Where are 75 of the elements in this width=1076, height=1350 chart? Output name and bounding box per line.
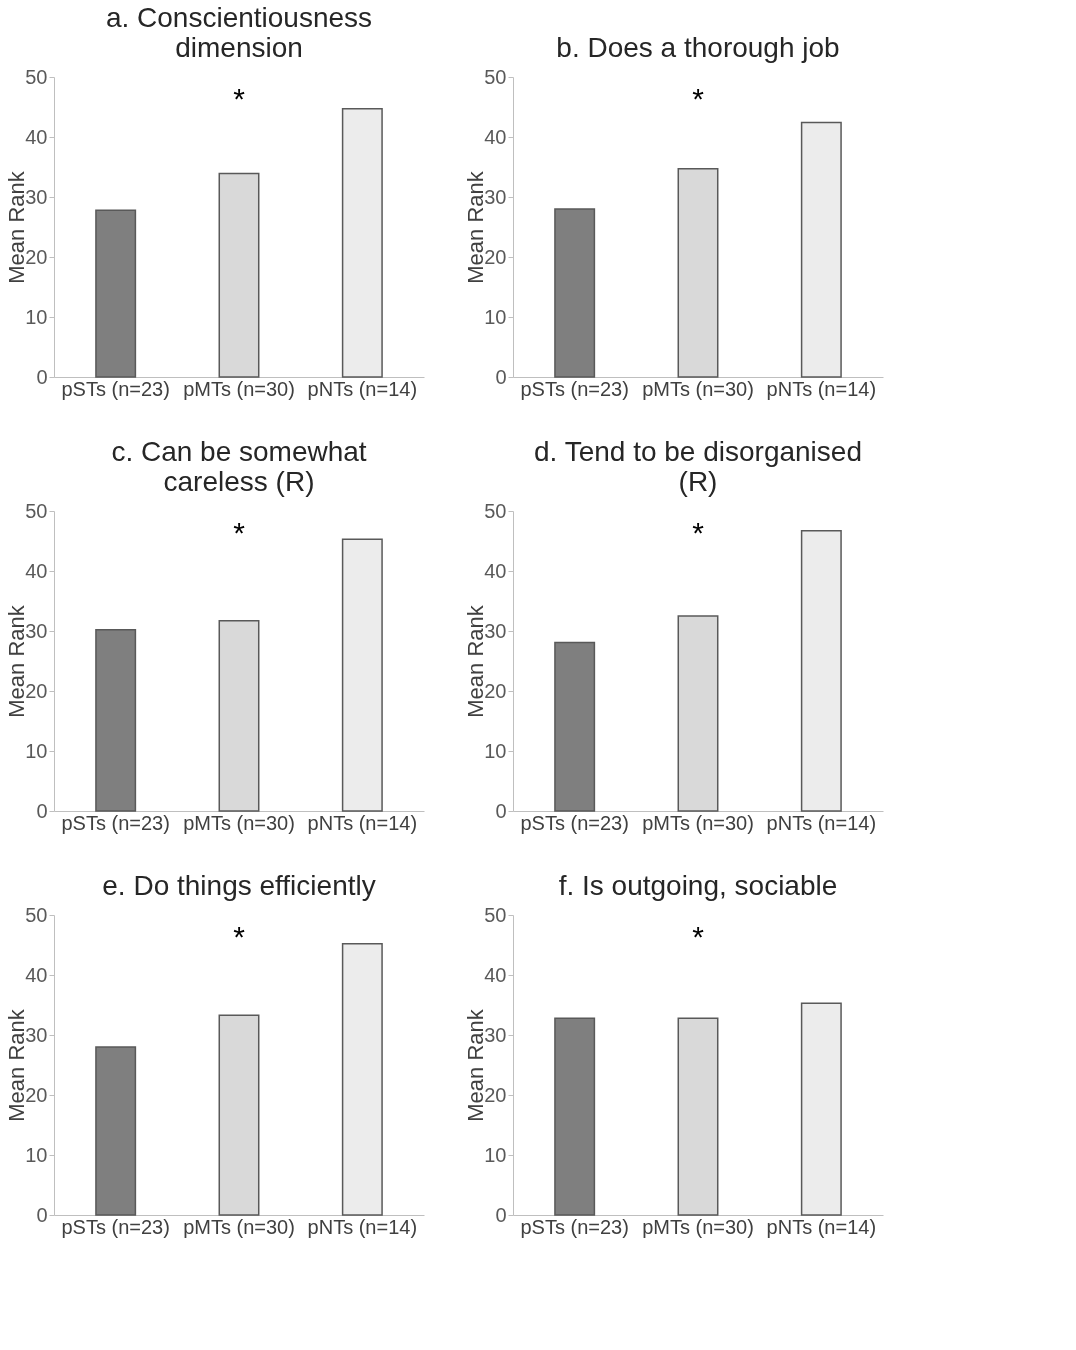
annotation: *	[233, 82, 246, 115]
chart-title: c. Can be somewhat careless (R)	[111, 436, 367, 497]
y-tick-label: 50	[484, 903, 507, 926]
x-tick-label: pNTs (n=14)	[307, 811, 418, 834]
bar	[341, 108, 383, 378]
y-tick-label: 40	[25, 125, 48, 148]
x-tick-label: pMTs (n=30)	[183, 377, 295, 400]
x-tick-label: pSTs (n=23)	[520, 811, 629, 834]
y-tick-label: 10	[25, 305, 48, 328]
bar	[677, 615, 719, 812]
x-tick-label: pNTs (n=14)	[766, 811, 877, 834]
x-tick-label: pNTs (n=14)	[766, 377, 877, 400]
x-tick-label: pNTs (n=14)	[766, 1215, 877, 1238]
x-tick-label: pMTs (n=30)	[183, 811, 295, 834]
y-tick-label: 50	[484, 65, 507, 88]
y-tick-label: 50	[25, 499, 48, 522]
bar	[95, 1046, 137, 1216]
bar	[554, 208, 596, 378]
annotation: *	[692, 920, 705, 953]
chart-title: b. Does a thorough job	[556, 32, 840, 63]
bar	[95, 209, 137, 378]
bar	[218, 620, 260, 812]
y-tick-label: 40	[484, 963, 507, 986]
y-tick-label: 40	[25, 559, 48, 582]
annotation: *	[233, 516, 246, 549]
y-tick-label: 30	[25, 619, 48, 642]
chart-title: f. Is outgoing, sociable	[558, 870, 838, 901]
bar	[554, 641, 596, 812]
y-tick-label: 50	[25, 65, 48, 88]
chart-title: e. Do things efficiently	[102, 870, 376, 901]
y-tick-label: 10	[484, 739, 507, 762]
x-tick-label: pSTs (n=23)	[61, 377, 170, 400]
x-tick-label: pMTs (n=30)	[183, 1215, 295, 1238]
y-tick-label: 10	[484, 305, 507, 328]
bar	[800, 121, 842, 378]
bar	[677, 168, 719, 378]
y-tick-label: 10	[484, 1143, 507, 1166]
y-tick-label: 50	[25, 903, 48, 926]
x-tick-label: pSTs (n=23)	[520, 377, 629, 400]
bar	[800, 530, 842, 812]
x-tick-label: pMTs (n=30)	[642, 811, 754, 834]
x-tick-label: pMTs (n=30)	[642, 377, 754, 400]
y-tick-label: 30	[484, 185, 507, 208]
y-tick-label: 30	[25, 185, 48, 208]
y-tick-label: 10	[25, 1143, 48, 1166]
y-tick-label: 0	[495, 799, 507, 822]
y-tick-label: 40	[25, 963, 48, 986]
y-tick-label: 0	[36, 365, 48, 388]
y-tick-label: 0	[36, 1203, 48, 1226]
bar	[95, 629, 137, 812]
x-tick-label: pSTs (n=23)	[61, 811, 170, 834]
y-tick-label: 30	[484, 619, 507, 642]
x-tick-label: pNTs (n=14)	[307, 377, 418, 400]
x-tick-label: pNTs (n=14)	[307, 1215, 418, 1238]
y-tick-label: 10	[25, 739, 48, 762]
x-tick-label: pSTs (n=23)	[520, 1215, 629, 1238]
chart-title: a. Conscientiousness dimension	[105, 2, 373, 63]
bar	[341, 538, 383, 812]
bar	[341, 943, 383, 1216]
y-tick-label: 40	[484, 559, 507, 582]
y-tick-label: 50	[484, 499, 507, 522]
annotation: *	[233, 920, 246, 953]
x-tick-label: pMTs (n=30)	[642, 1215, 754, 1238]
bar	[218, 172, 260, 378]
x-tick-label: pSTs (n=23)	[61, 1215, 170, 1238]
annotation: *	[692, 516, 705, 549]
y-tick-label: 0	[495, 365, 507, 388]
y-tick-label: 30	[484, 1023, 507, 1046]
annotation: *	[692, 82, 705, 115]
y-tick-label: 40	[484, 125, 507, 148]
y-tick-label: 0	[495, 1203, 507, 1226]
y-tick-label: 30	[25, 1023, 48, 1046]
y-tick-label: 0	[36, 799, 48, 822]
chart-title: d. Tend to be disorganised (R)	[534, 436, 862, 497]
bar	[218, 1014, 260, 1216]
